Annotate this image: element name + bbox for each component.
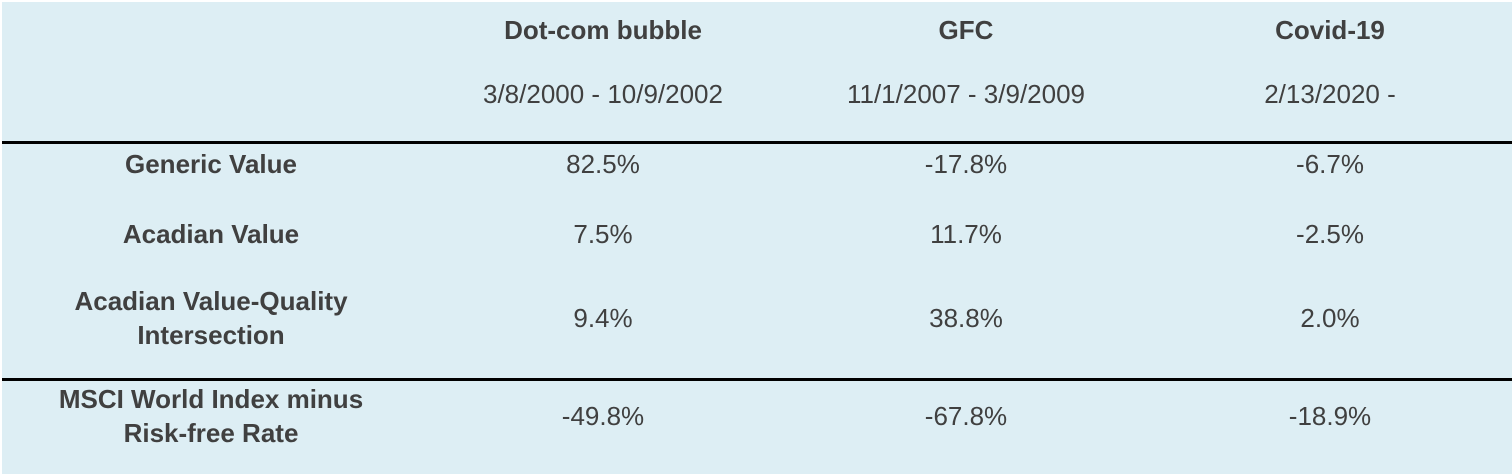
table-cell: 9.4% — [573, 303, 633, 333]
summary-divider — [2, 378, 1512, 381]
table-cell: -49.8% — [561, 401, 645, 431]
table-cell: -18.9% — [1288, 401, 1372, 431]
table-cell: 38.8% — [929, 303, 1003, 333]
row-label-generic-value: Generic Value — [125, 149, 297, 179]
table-cell: 82.5% — [566, 149, 640, 179]
table-cell: 7.5% — [573, 219, 633, 249]
table-cell: 2.0% — [1300, 303, 1360, 333]
table-cell: -17.8% — [924, 149, 1008, 179]
row-label-acadian-value: Acadian Value — [122, 219, 300, 249]
table-cell: -67.8% — [924, 401, 1008, 431]
row-label-value-quality-intersection: Acadian Value-Quality Intersection — [74, 286, 348, 350]
table-cell: -2.5% — [1296, 219, 1364, 249]
table-cell: -6.7% — [1296, 149, 1364, 179]
row-label-msci-world-minus-rf: MSCI World Index minus Risk-free Rate — [58, 384, 364, 448]
column-period-gfc: 11/1/2007 - 3/9/2009 — [846, 79, 1086, 109]
header-divider — [2, 141, 1512, 144]
table-cell: 11.7% — [930, 219, 1002, 249]
column-header-covid: Covid-19 — [1275, 15, 1385, 45]
column-period-covid: 2/13/2020 - — [1264, 79, 1396, 109]
column-period-dotcom: 3/8/2000 - 10/9/2002 — [483, 79, 723, 109]
column-header-gfc: GFC — [938, 15, 994, 45]
column-header-dotcom: Dot-com bubble — [504, 15, 702, 45]
